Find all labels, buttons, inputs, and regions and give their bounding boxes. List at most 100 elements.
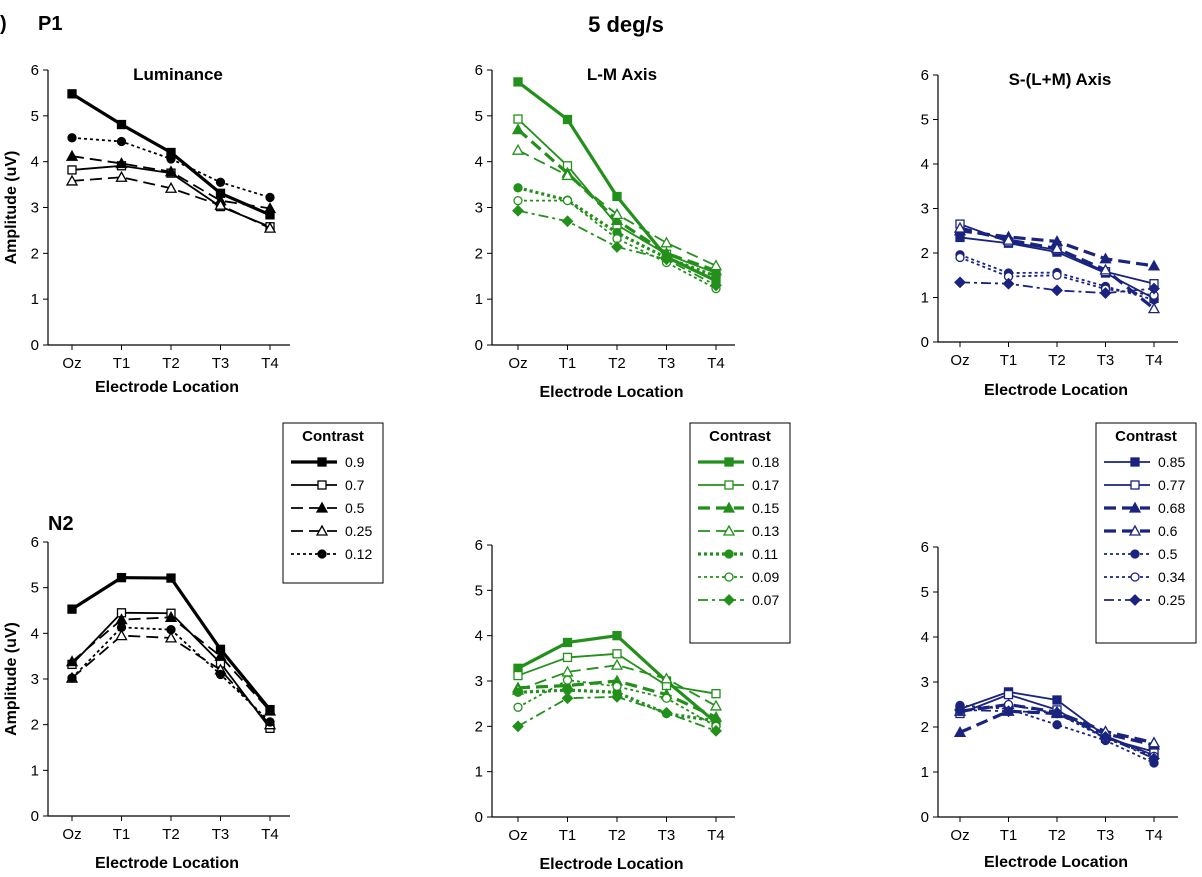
data-point <box>611 240 623 253</box>
legend-title: Contrast <box>709 428 771 445</box>
legend-marker <box>724 572 734 582</box>
data-point <box>612 649 622 659</box>
legend-item: 0.09 <box>698 569 779 585</box>
data-point <box>115 170 128 182</box>
series-line <box>71 634 271 726</box>
y-tick-label: 2 <box>31 717 39 734</box>
y-tick-label: 1 <box>475 764 483 781</box>
legend-label: 0.7 <box>345 477 365 493</box>
data-point <box>953 726 967 738</box>
data-point <box>263 704 277 716</box>
data-point <box>65 149 79 161</box>
x-tick-label: T1 <box>559 355 577 372</box>
legend-item: 0.77 <box>1104 477 1185 493</box>
legend-title: Contrast <box>302 428 364 445</box>
legend-marker <box>1129 594 1141 606</box>
data-point <box>263 221 277 233</box>
y-tick-label: 4 <box>31 625 39 642</box>
legend-label: 0.9 <box>345 454 365 470</box>
series-0.07 <box>512 204 722 292</box>
y-tick-label: 6 <box>475 62 483 79</box>
y-tick-label: 6 <box>31 534 39 551</box>
y-tick-label: 4 <box>475 628 483 645</box>
legend-marker <box>1130 480 1140 490</box>
data-point <box>1002 705 1015 718</box>
legend-item: 0.13 <box>698 523 779 539</box>
x-tick-label: T2 <box>162 355 180 372</box>
data-point <box>612 191 622 202</box>
legend-item: 0.11 <box>698 546 778 562</box>
legend-1: Contrast 0.9 0.7 0.5 0.25 0.12 <box>282 422 384 584</box>
x-tick-label: T4 <box>707 355 725 372</box>
chart-title: S-(L+M) Axis <box>1009 70 1112 89</box>
y-tick-label: 3 <box>475 673 483 690</box>
legend-label: 0.5 <box>1158 546 1178 562</box>
data-point <box>562 637 573 648</box>
x-axis-label: Electrode Location <box>539 856 683 873</box>
y-tick-label: 2 <box>921 245 929 262</box>
data-point <box>513 114 523 124</box>
legend-item: 0.07 <box>698 592 779 608</box>
x-tick-label: Oz <box>508 355 527 372</box>
y-tick-label: 3 <box>921 674 929 691</box>
legend-item: 0.34 <box>1104 569 1185 585</box>
y-tick-label: 6 <box>921 67 929 84</box>
x-tick-label: T3 <box>1097 827 1115 844</box>
chart-5: 0 1 2 3 4 5 6 Oz T1 T2 T3 T4 Electrode Location <box>475 537 735 873</box>
y-tick-label: 5 <box>921 112 929 129</box>
y-tick-label: 3 <box>475 200 483 217</box>
legend-label: 0.68 <box>1158 500 1185 516</box>
x-tick-label: T4 <box>707 827 725 844</box>
data-point <box>1003 689 1014 700</box>
data-point <box>166 154 176 164</box>
x-tick-label: T3 <box>212 355 230 372</box>
legend-item: 0.25 <box>291 523 372 539</box>
data-point <box>116 572 127 583</box>
x-tick-label: T3 <box>658 827 676 844</box>
x-tick-label: T2 <box>608 355 626 372</box>
data-point <box>65 655 79 667</box>
y-tick-label: 2 <box>31 245 39 262</box>
legend-box <box>282 422 384 584</box>
legend-label: 0.25 <box>1158 592 1185 608</box>
legends-layer: Contrast 0.9 0.7 0.5 0.25 0.12 Contrast 0.18 0.1… <box>282 422 1197 644</box>
data-point <box>955 252 965 263</box>
legend-label: 0.18 <box>752 454 779 470</box>
legend-item: 0.68 <box>1104 500 1185 516</box>
y-tick-label: 5 <box>921 584 929 601</box>
legend-box <box>1095 422 1197 644</box>
legend-label: 0.15 <box>752 500 779 516</box>
data-point <box>215 177 226 187</box>
data-point <box>166 625 176 635</box>
data-point <box>511 123 525 135</box>
x-tick-label: Oz <box>62 355 81 372</box>
legend-marker <box>1128 524 1142 536</box>
data-point <box>562 114 573 125</box>
data-point <box>610 213 624 225</box>
legend-marker <box>722 501 736 513</box>
y-tick-label: 2 <box>921 719 929 736</box>
data-point <box>953 221 967 233</box>
series-line <box>518 199 717 290</box>
data-point <box>513 77 523 87</box>
x-tick-label: T1 <box>113 826 131 843</box>
legend-item: 0.17 <box>698 477 779 493</box>
legend-item: 0.9 <box>291 454 365 470</box>
series-0.13 <box>511 143 723 271</box>
legend-marker <box>315 501 329 513</box>
y-tick-label: 0 <box>921 809 929 826</box>
y-tick-label: 0 <box>475 809 483 826</box>
legend-label: 0.12 <box>345 546 372 562</box>
legend-item: 0.12 <box>291 546 372 562</box>
legend-marker <box>317 480 327 490</box>
y-tick-label: 3 <box>31 671 39 688</box>
legend-label: 0.77 <box>1158 477 1185 493</box>
x-tick-label: T2 <box>1048 352 1066 369</box>
data-point <box>1099 730 1112 743</box>
data-point <box>214 198 227 210</box>
figure-title: 5 deg/s <box>588 12 664 37</box>
legend-marker <box>1128 501 1142 513</box>
chart-6: 0 1 2 3 4 5 6 Oz T1 T2 T3 T4 Electrode Location <box>921 539 1178 871</box>
data-point <box>1050 242 1064 254</box>
data-point <box>513 670 523 681</box>
